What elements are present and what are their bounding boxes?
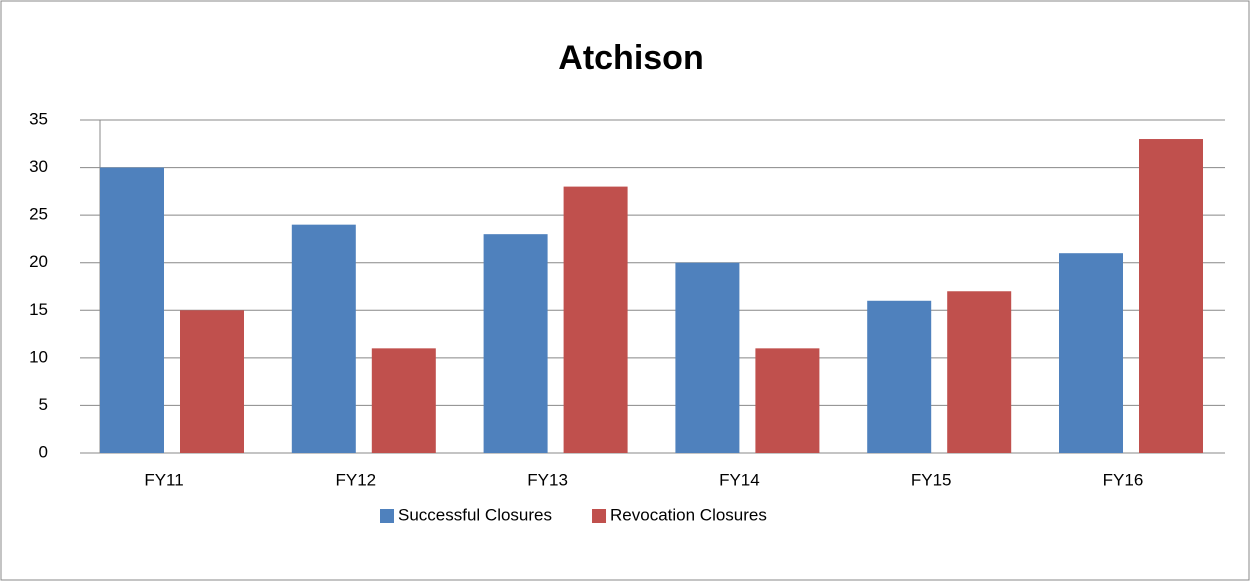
bar <box>180 310 244 453</box>
y-tick-label: 30 <box>29 157 48 176</box>
bar <box>675 262 740 453</box>
x-tick-label: FY11 <box>144 470 183 489</box>
y-tick-label: 0 <box>39 442 48 461</box>
legend-swatch <box>380 509 394 523</box>
legend-label: Successful Closures <box>398 505 552 524</box>
x-tick-label: FY13 <box>527 470 568 489</box>
chart-title: Atchison <box>558 39 703 77</box>
legend-label: Revocation Closures <box>610 505 767 524</box>
y-tick-label: 15 <box>29 300 48 319</box>
y-tick-label: 25 <box>29 205 48 224</box>
bar <box>755 348 820 453</box>
bar <box>947 291 1012 453</box>
bar <box>1139 139 1203 453</box>
y-tick-label: 5 <box>39 395 48 414</box>
bar <box>1059 253 1123 453</box>
bar <box>371 348 436 453</box>
legend-swatch <box>592 509 607 523</box>
x-tick-label: FY16 <box>1103 470 1144 489</box>
y-tick-label: 20 <box>29 252 48 271</box>
y-tick-label: 10 <box>29 347 48 366</box>
bar <box>867 300 932 453</box>
bar <box>483 234 548 453</box>
bar <box>100 167 164 454</box>
x-tick-label: FY14 <box>719 470 760 489</box>
x-tick-label: FY15 <box>911 470 952 489</box>
x-tick-label: FY12 <box>335 470 376 489</box>
bar <box>563 186 628 453</box>
bar <box>291 224 356 453</box>
y-tick-label: 35 <box>29 109 48 128</box>
